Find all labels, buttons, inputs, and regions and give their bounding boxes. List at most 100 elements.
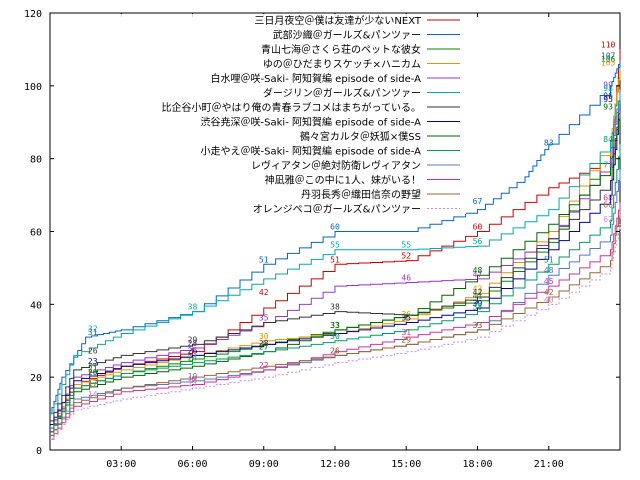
legend-background bbox=[96, 14, 466, 214]
data-label: 33 bbox=[330, 321, 340, 330]
data-label: 28 bbox=[259, 339, 269, 348]
data-label: 83 bbox=[544, 139, 554, 148]
y-tick-label: 100 bbox=[24, 82, 42, 93]
data-label: 23 bbox=[88, 357, 98, 366]
data-label: 42 bbox=[544, 288, 554, 297]
data-label: 38 bbox=[473, 303, 483, 312]
x-tick-label: 21:00 bbox=[534, 459, 564, 470]
data-label: 33 bbox=[330, 321, 340, 330]
data-label: 42 bbox=[473, 288, 483, 297]
legend-entry-label: 渋谷尭深＠咲-Saki- 阿知賀編 episode of side-A bbox=[201, 116, 422, 129]
data-label: 26 bbox=[330, 346, 340, 355]
data-label: 48 bbox=[473, 266, 483, 275]
series-line bbox=[50, 93, 621, 415]
data-label: 26 bbox=[330, 346, 340, 355]
data-label: 35 bbox=[259, 314, 269, 323]
data-label: 36 bbox=[401, 310, 411, 319]
y-tick-label: 60 bbox=[30, 228, 42, 239]
legend-entry-label: 神凪雅＠この中に1人、妹がいる！ bbox=[265, 174, 421, 187]
y-tick-label: 40 bbox=[30, 300, 42, 311]
y-tick-label: 120 bbox=[24, 9, 42, 20]
data-label: 24 bbox=[188, 354, 198, 363]
data-label: 18 bbox=[188, 375, 198, 384]
legend-entry-label: 三日月夜空＠僕は友達が少ないNEXT bbox=[254, 14, 421, 27]
x-tick-label: 18:00 bbox=[462, 459, 492, 470]
data-label: 31 bbox=[88, 328, 98, 337]
legend-entry-label: 小走やえ＠咲-Saki- 阿知賀編 episode of side-A bbox=[201, 145, 422, 158]
data-label: 77 bbox=[603, 161, 613, 170]
legend-entry-label: ゆの＠ひだまりスケッチ×ハニカム bbox=[263, 59, 421, 71]
data-label: 27 bbox=[259, 343, 269, 352]
data-label: 17 bbox=[88, 379, 98, 388]
legend-entry-label: 武部沙織＠ガールズ&パンツァー bbox=[273, 29, 421, 42]
data-label: 46 bbox=[401, 273, 411, 282]
data-label: 48 bbox=[544, 266, 554, 275]
data-label: 26 bbox=[188, 346, 198, 355]
axes-layer: 0 20 40 60 80 100 120 03:00 06:00 09:00 12:00 15:00… bbox=[24, 9, 620, 470]
data-label: 14 bbox=[88, 390, 98, 399]
data-label: 26 bbox=[88, 346, 98, 355]
data-label: 95 bbox=[603, 95, 613, 104]
series-line bbox=[50, 224, 621, 440]
data-label: 84 bbox=[603, 135, 613, 144]
data-label: 21 bbox=[88, 365, 98, 374]
x-tick-label: 15:00 bbox=[391, 459, 421, 470]
data-label: 30 bbox=[259, 332, 269, 341]
series-line bbox=[50, 144, 621, 433]
x-tick-label: 12:00 bbox=[320, 459, 350, 470]
data-label: 56 bbox=[473, 237, 483, 246]
data-label: 35 bbox=[401, 314, 411, 323]
data-label: 22 bbox=[259, 361, 269, 370]
data-label: 32 bbox=[88, 324, 98, 333]
data-label: 45 bbox=[544, 277, 554, 286]
data-labels-layer: 42 51 52 60 110 31 51 60 67 83 107 21 28 33 41 106 30 36 4… bbox=[88, 40, 616, 399]
data-label: 106 bbox=[601, 55, 616, 64]
data-label: 107 bbox=[601, 51, 616, 60]
legend-entry-label: レヴィアタン＠絶対防衛レヴィアタン bbox=[251, 159, 421, 172]
data-label: 20 bbox=[88, 368, 98, 377]
legend-entry-label: 比企谷小町＠やはり俺の青春ラブコメはまちがっている。 bbox=[162, 101, 422, 114]
legend-entry-label: 白水哩＠咲-Saki- 阿知賀編 episode of side-A bbox=[211, 72, 422, 85]
data-label: 33 bbox=[473, 321, 483, 330]
data-label: 52 bbox=[401, 252, 411, 261]
data-label: 98 bbox=[603, 84, 613, 93]
x-tick-label: 06:00 bbox=[177, 459, 207, 470]
legend-entry-label: ダージリン＠ガールズ&パンツァー bbox=[263, 87, 421, 100]
data-label: 55 bbox=[401, 241, 411, 250]
data-label: 42 bbox=[259, 288, 269, 297]
data-label: 38 bbox=[188, 303, 198, 312]
data-label: 30 bbox=[330, 332, 340, 341]
data-label: 96 bbox=[603, 91, 613, 100]
data-label: 99 bbox=[603, 80, 613, 89]
data-label: 51 bbox=[259, 255, 269, 264]
x-tick-label: 03:00 bbox=[106, 459, 136, 470]
legend-entry-label: オレンジペコ＠ガールズ&パンツァー bbox=[253, 203, 421, 216]
legend-entry-label: 青山七海＠さくら荘のペットな彼女 bbox=[261, 43, 421, 56]
x-tick-label: 09:00 bbox=[249, 459, 279, 470]
data-label: 28 bbox=[188, 339, 198, 348]
legend-entry-label: 丹羽長秀＠織田信奈の野望 bbox=[301, 188, 421, 201]
series-line bbox=[50, 60, 621, 415]
data-label: 43 bbox=[473, 284, 483, 293]
data-label: 19 bbox=[188, 372, 198, 381]
data-label: 38 bbox=[330, 303, 340, 312]
legend-entry-label: 鵺々宮カルタ＠妖狐×僕SS bbox=[300, 130, 421, 143]
data-label: 47 bbox=[473, 270, 483, 279]
data-label: 105 bbox=[601, 59, 616, 68]
data-label: 62 bbox=[603, 215, 613, 224]
legend: 三日月夜空＠僕は友達が少ないNEXT 武部沙織＠ガールズ&パンツァー青山七海＠さく… bbox=[96, 14, 466, 216]
series-line bbox=[50, 100, 621, 422]
data-label: 67 bbox=[473, 197, 483, 206]
series-line bbox=[50, 202, 621, 440]
data-label: 51 bbox=[330, 255, 340, 264]
y-tick-label: 80 bbox=[30, 155, 42, 166]
data-label: 93 bbox=[603, 102, 613, 111]
data-label: 68 bbox=[603, 193, 613, 202]
data-label: 39 bbox=[473, 299, 483, 308]
series-line bbox=[50, 111, 621, 433]
data-label: 29 bbox=[401, 335, 411, 344]
data-label: 41 bbox=[473, 292, 483, 301]
series-layer bbox=[50, 49, 621, 440]
data-label: 31 bbox=[401, 328, 411, 337]
